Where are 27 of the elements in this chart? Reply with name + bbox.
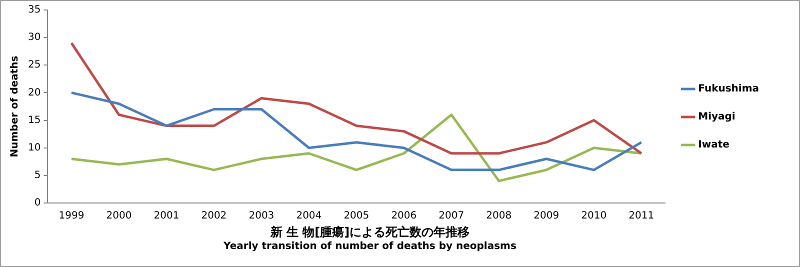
x-tick-label: 1999 [58,210,84,222]
x-tick-label: 2002 [201,210,227,222]
text: Yearly transition of number of deaths by neoplasms [222,240,518,253]
text: 新 生 物[腫瘍]による死亡数の年推移 [269,225,471,240]
y-tick-label: 0 [34,198,41,209]
x-tick-label: 2005 [344,210,370,222]
x-tick-label: 2011 [628,210,654,222]
y-tick-label: 10 [28,142,41,154]
x-tick-label: 2000 [106,210,132,222]
y-tick-label: 30 [28,32,41,44]
legend-label: Fukushima [698,84,759,95]
x-tick-label: 2009 [534,210,560,222]
y-tick-label: 20 [28,87,41,98]
legend-label: Iwate [698,140,730,151]
y-tick-label: 5 [34,170,41,182]
legend-label: Miyagi [698,112,736,123]
x-tick-label: 2006 [391,210,417,222]
y-tick-label: 35 [28,4,41,16]
x-tick-label: 2010 [581,210,607,222]
y-axis-title: Number of deaths [10,56,21,158]
y-tick-label: 15 [28,114,41,126]
x-tick-label: 2003 [248,210,274,222]
y-tick-label: 25 [28,60,41,71]
x-tick-label: 2001 [154,210,180,222]
x-tick-label: 2008 [486,210,512,222]
x-tick-label: 2004 [296,210,322,222]
x-tick-label: 2007 [438,210,464,222]
